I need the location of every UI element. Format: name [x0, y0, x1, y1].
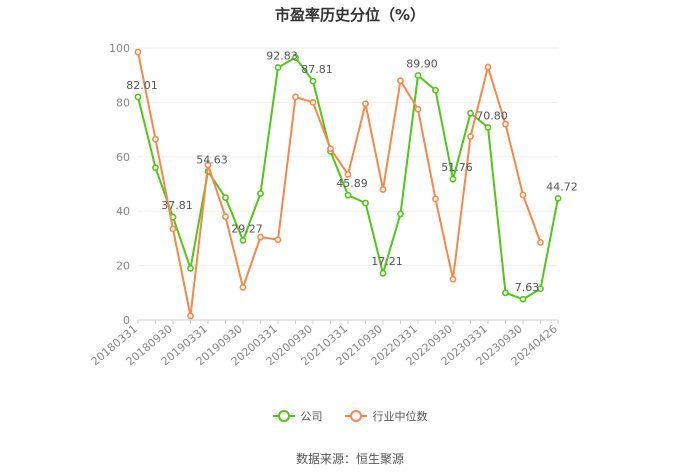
data-point	[134, 93, 142, 101]
data-point	[134, 48, 142, 56]
chart-title: 市盈率历史分位（%）	[274, 6, 426, 24]
data-point	[239, 236, 247, 244]
data-point	[519, 295, 527, 303]
data-label: 45.89	[336, 177, 368, 190]
data-point	[519, 191, 527, 199]
data-label: 89.90	[406, 57, 438, 70]
series-line-1	[137, 51, 542, 317]
data-point	[414, 72, 422, 79]
y-tick-label: 40	[116, 205, 130, 218]
y-tick-label: 0	[123, 314, 130, 327]
data-point	[537, 285, 544, 293]
data-label: 87.81	[301, 63, 333, 76]
data-point	[309, 99, 317, 106]
data-point	[397, 210, 404, 218]
data-point	[239, 283, 247, 291]
data-point	[554, 194, 562, 202]
y-tick-label: 60	[116, 151, 130, 164]
data-point	[187, 312, 194, 320]
data-point	[484, 124, 492, 131]
data-point	[222, 213, 229, 221]
data-point	[344, 191, 352, 199]
data-point	[502, 120, 509, 128]
data-source-note: 数据来源：恒生聚源	[295, 452, 404, 466]
data-label: 51.76	[441, 161, 473, 174]
legend-item-industry-median[interactable]: 行业中位数	[344, 408, 428, 424]
data-point	[379, 269, 387, 277]
data-label: 92.83	[266, 50, 298, 63]
data-point	[467, 109, 474, 117]
data-label: 54.63	[196, 153, 228, 166]
data-point	[152, 135, 159, 143]
data-point	[432, 86, 439, 94]
data-label: 7.63	[515, 281, 540, 294]
y-tick-label: 80	[116, 96, 130, 109]
data-label: 70.80	[476, 109, 508, 122]
data-point	[449, 275, 457, 283]
data-point	[309, 77, 317, 85]
data-point	[379, 186, 387, 193]
data-point	[502, 289, 509, 297]
data-point	[537, 239, 544, 246]
legend-swatch-industry-icon	[344, 410, 367, 422]
legend-label-industry-median: 行业中位数	[372, 410, 428, 423]
data-point	[292, 93, 299, 101]
data-point	[152, 164, 159, 172]
data-point	[274, 64, 282, 71]
line-chart: 0204060801002018033120180930201903312019…	[89, 42, 578, 368]
data-point	[327, 145, 334, 153]
data-point	[222, 194, 229, 201]
data-point	[397, 77, 404, 85]
legend: 公司 行业中位数	[0, 408, 700, 424]
data-label: 29.27	[231, 222, 263, 235]
data-point	[414, 105, 422, 113]
data-point	[257, 233, 264, 241]
data-point	[169, 225, 177, 233]
legend-item-company[interactable]: 公司	[272, 408, 323, 424]
data-point	[344, 171, 352, 178]
y-tick-label: 100	[109, 42, 130, 55]
y-tick-label: 20	[116, 260, 130, 273]
data-label: 17.21	[371, 255, 403, 268]
data-point	[274, 236, 282, 244]
data-point	[204, 161, 212, 169]
data-point	[362, 100, 369, 108]
data-label: 44.72	[546, 180, 578, 193]
data-point	[187, 264, 194, 272]
data-point	[292, 54, 299, 61]
data-point	[362, 199, 369, 207]
data-point	[449, 175, 457, 183]
legend-label-company: 公司	[300, 410, 323, 423]
data-point	[257, 190, 264, 197]
legend-swatch-company-icon	[272, 410, 295, 422]
data-point	[484, 63, 492, 71]
data-point	[432, 195, 439, 203]
data-point	[467, 132, 474, 140]
data-label: 37.81	[161, 199, 193, 212]
data-label: 82.01	[126, 79, 158, 92]
